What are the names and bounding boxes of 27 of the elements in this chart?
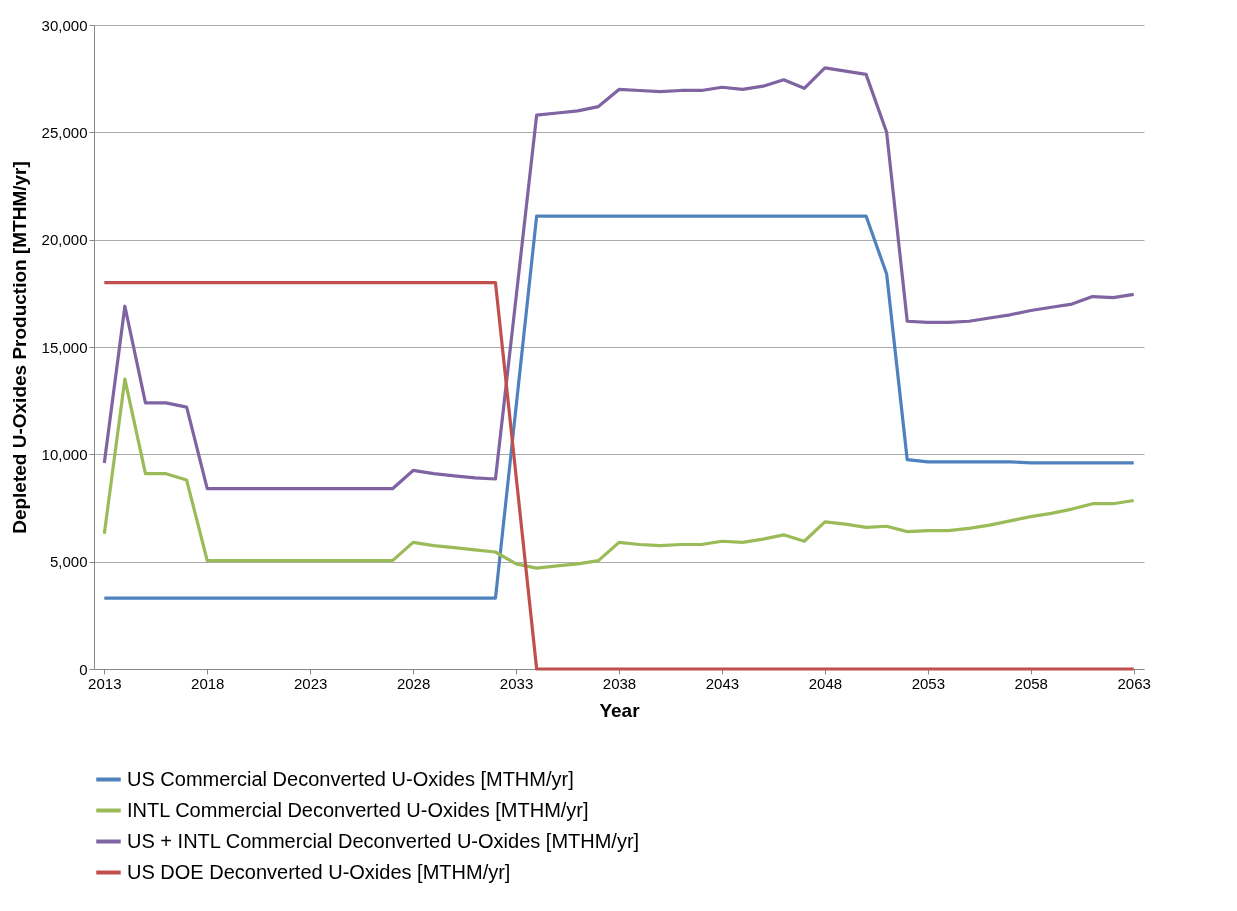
line-series [102,377,1136,570]
x-tick-label: 2063 [1117,674,1151,692]
x-tick-label: 2023 [293,674,328,692]
x-tick-label: 2048 [808,674,843,692]
x-tick-label: 2028 [396,674,431,692]
line-series [102,214,1136,600]
line-series [102,66,1136,491]
x-tick-label: 2053 [911,674,946,692]
x-tick-label: 2033 [499,674,534,692]
x-tick-label: 2043 [705,674,740,692]
y-tick-label: 10,000 [41,445,88,463]
y-tick-label: 15,000 [41,338,88,356]
legend-label: INTL Commercial Deconverted U-Oxides [MTHM/yr] [127,798,589,821]
legend-label: US + INTL Commercial Deconverted U-Oxides [MTHM/yr] [127,829,640,852]
y-tick-label: 20,000 [41,231,88,249]
y-tick-label: 5,000 [49,553,88,571]
legend-label: US Commercial Deconverted U-Oxides [MTHM/yr] [127,767,574,790]
x-tick-label: 2013 [88,674,122,692]
y-tick-label: 30,000 [41,16,88,34]
y-tick-label: 25,000 [41,123,88,141]
y-tick-label: 0 [79,660,88,678]
x-tick-label: 2058 [1014,674,1048,692]
x-tick-label: 2038 [602,674,637,692]
legend-label: US DOE Deconverted U-Oxides [MTHM/yr] [127,860,511,883]
y-axis-title: Depleted U-Oxides Production [MTHM/yr] [8,161,30,534]
x-axis-title: Year [599,699,641,721]
x-tick-label: 2018 [191,674,225,692]
